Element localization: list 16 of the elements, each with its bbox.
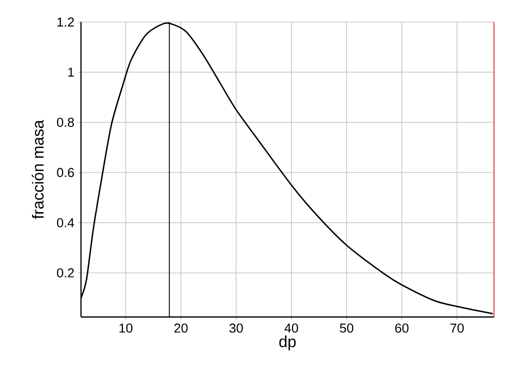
- x-tick-label: 30: [229, 324, 243, 333]
- y-tick-label: 0.6: [56, 168, 74, 178]
- x-tick-label: 60: [395, 324, 408, 333]
- x-tick-label: 50: [340, 324, 354, 333]
- x-tick-label: 70: [450, 324, 464, 333]
- y-tick-label: 1: [68, 68, 74, 77]
- y-tick-label: 1.2: [57, 17, 74, 27]
- x-tick-label: 20: [174, 324, 188, 333]
- y-axis-title: fracción masa: [32, 120, 44, 219]
- y-tick-label: 0.4: [56, 218, 74, 228]
- y-tick-label: 0.2: [56, 268, 74, 278]
- y-tick-label: 0.8: [56, 118, 74, 127]
- x-tick-label: 10: [120, 324, 132, 333]
- x-axis-title: dp: [279, 336, 296, 350]
- line-series: [80, 22, 494, 314]
- x-tick-label: 40: [284, 324, 298, 333]
